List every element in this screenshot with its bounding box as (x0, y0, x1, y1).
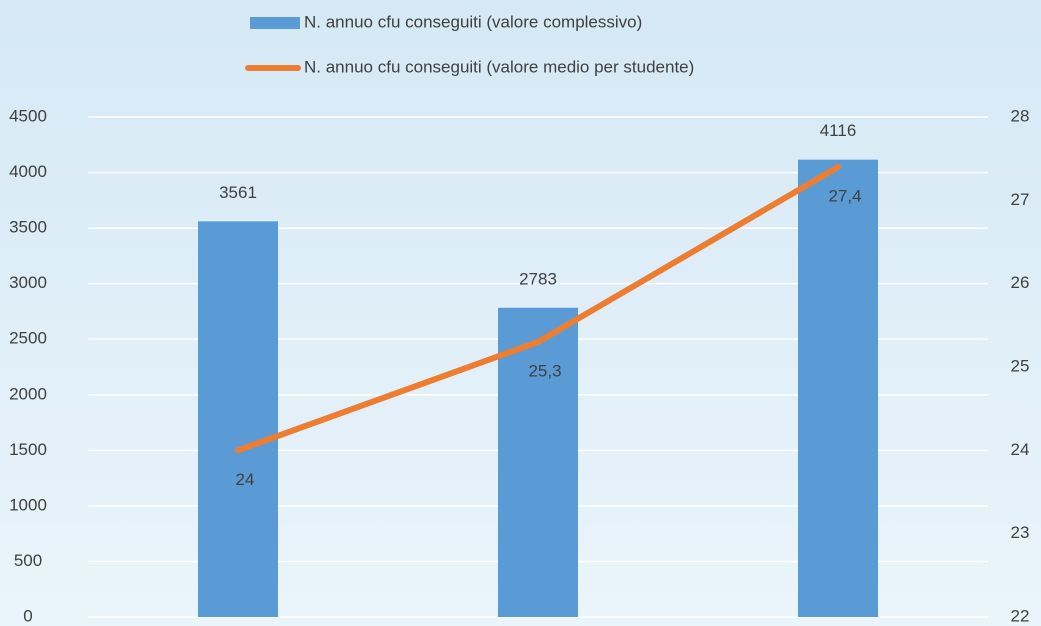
y-tick-label: 4500 (9, 106, 47, 125)
y-tick-label: 1000 (9, 495, 47, 514)
y2-tick-label: 22 (1011, 606, 1030, 625)
y-tick-label: 3000 (9, 273, 47, 292)
legend-swatch (250, 17, 300, 29)
y-tick-label: 500 (14, 551, 42, 570)
y-tick-label: 4000 (9, 162, 47, 181)
y-tick-label: 0 (23, 606, 32, 625)
legend-label: N. annuo cfu conseguiti (valore compless… (304, 12, 642, 31)
y-tick-label: 1500 (9, 440, 47, 459)
y2-tick-label: 28 (1011, 106, 1030, 125)
line-value-label: 27,4 (828, 186, 861, 205)
bar (798, 159, 878, 617)
y-tick-label: 3500 (9, 218, 47, 237)
line-value-label: 24 (236, 470, 255, 489)
y2-tick-label: 25 (1011, 356, 1030, 375)
bar (198, 221, 278, 618)
y2-tick-label: 23 (1011, 523, 1030, 542)
y2-tick-label: 27 (1011, 190, 1030, 209)
line (235, 164, 841, 454)
y-tick-label: 2500 (9, 329, 47, 348)
line-value-label: 25,3 (528, 361, 561, 380)
bar-value-label: 2783 (519, 269, 557, 288)
y-tick-label: 2000 (9, 384, 47, 403)
legend-label: N. annuo cfu conseguiti (valore medio pe… (304, 57, 694, 76)
y2-tick-label: 26 (1011, 273, 1030, 292)
bar-value-label: 4116 (820, 121, 857, 140)
bar-value-label: 3561 (219, 183, 257, 202)
y2-tick-label: 24 (1011, 440, 1030, 459)
bar (498, 307, 578, 617)
